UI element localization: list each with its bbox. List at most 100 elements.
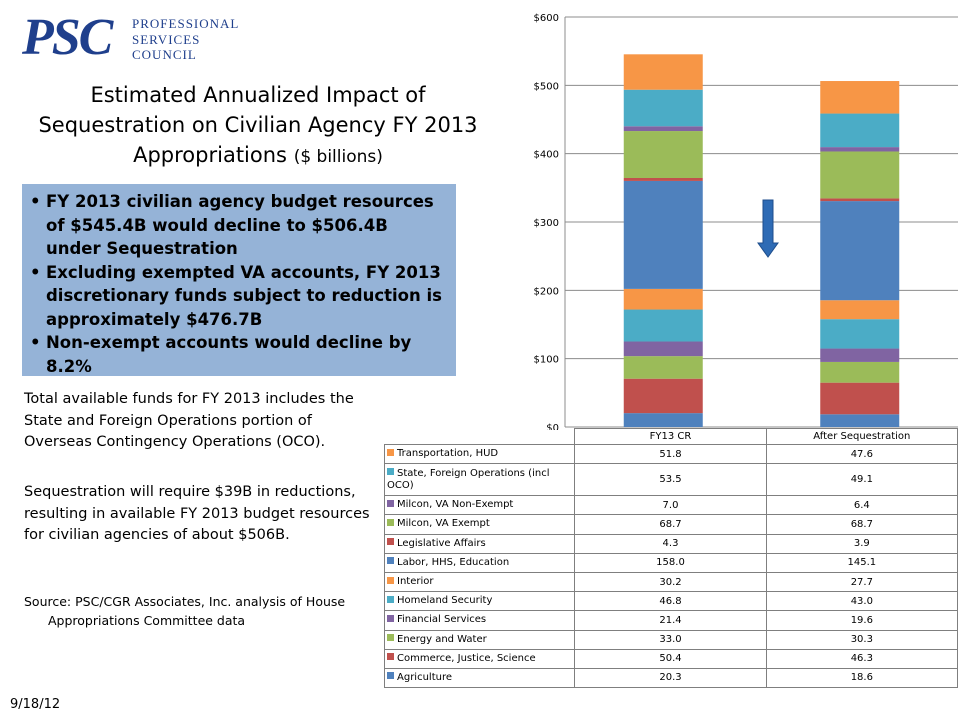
value-cell: 18.6 [765,667,959,689]
bar-segment [820,300,900,320]
series-name: Transportation, HUD [397,448,499,460]
bar-segment [820,147,900,152]
key-point: • FY 2013 civilian agency budget resource… [30,190,446,261]
series-name: Legislative Affairs [397,537,486,549]
bar-segment [623,126,703,132]
series-name: Financial Services [397,614,487,626]
series-label: Commerce, Justice, Science [383,648,576,669]
bar-segment [623,177,703,181]
table-header-row: FY13 CR After Sequestration [384,428,959,445]
value-cell: 43.0 [765,591,959,612]
bar-segment [820,151,900,199]
legend-swatch [387,448,394,456]
logo-word: COUNCIL [132,47,197,62]
value-cell: 53.5 [574,463,767,497]
value-cell: 7.0 [574,495,767,516]
legend-swatch [387,538,394,546]
series-name: Labor, HHS, Education [397,556,510,568]
legend-swatch [387,672,394,680]
series-label: Energy and Water [383,629,576,650]
bar-segment [820,361,900,383]
bar-segment [623,54,703,90]
table-row: Labor, HHS, Education 158.0 145.1 [383,552,959,573]
source-note: Source: PSC/CGR Associates, Inc. analysi… [24,592,364,630]
note-sequestration: Sequestration will require $39B in reduc… [24,484,370,543]
table-row: Transportation, HUD 51.8 47.6 [383,443,959,465]
table-row: Financial Services 21.4 19.6 [383,610,959,631]
legend-swatch [387,595,394,603]
bar-segment [623,89,703,127]
y-tick-label: $400 [534,150,559,161]
bar-segment [623,356,703,379]
bar-segment [623,180,703,289]
series-name: Agriculture [397,671,452,683]
y-tick-label: $500 [534,81,559,92]
bar-segment [623,131,703,178]
y-tick-label: $200 [534,286,559,297]
bar-segment [820,319,900,349]
value-cell: 49.1 [765,463,959,497]
value-cell: 68.7 [765,514,959,535]
bar-segment [820,348,900,362]
title-unit: ($ billions) [293,147,383,167]
key-points-box: • FY 2013 civilian agency budget resource… [22,184,456,376]
title-line-3: Appropriations [133,143,287,167]
logo-word: SERVICES [132,31,201,47]
source-line: Appropriations Committee data [48,613,246,628]
x-category-label: After Sequestration [765,428,959,445]
value-cell: 3.9 [765,533,959,554]
key-point: • Non-exempt accounts would decline by 8.… [30,331,446,378]
value-cell: 145.1 [765,552,959,573]
x-category-label: FY13 CR [574,428,767,445]
value-cell: 21.4 [574,610,767,631]
bar-segment [623,413,703,427]
logo-word: PROFESSIONAL [132,16,240,31]
series-label: Agriculture [383,667,576,689]
value-cell: 30.3 [765,629,959,650]
value-cell: 46.8 [574,591,767,612]
value-cell: 19.6 [765,610,959,631]
bar-segment [820,414,900,427]
bar-segment [820,113,900,148]
legend-swatch [387,557,394,565]
key-point-text: Non-exempt accounts would decline by 8.2… [46,333,412,376]
chart-data-table: FY13 CR After Sequestration Transportation… [383,428,959,689]
value-cell: 20.3 [574,667,767,689]
series-label: Homeland Security [383,591,576,612]
table-row: State, Foreign Operations (incl OCO) 53.5… [383,463,959,497]
series-name: State, Foreign Operations (incl OCO) [387,467,550,491]
title-line: Estimated Annualized Impact of [90,83,426,107]
bar-segment [623,288,703,310]
bullet-icon: • [30,192,41,211]
series-label: Interior [383,571,576,593]
series-label: Milcon, VA Non-Exempt [383,495,576,516]
series-name: Energy and Water [397,633,487,645]
value-cell: 30.2 [574,571,767,593]
legend-swatch [387,518,394,526]
value-cell: 46.3 [765,648,959,669]
series-label: Milcon, VA Exempt [383,514,576,535]
bar-segment [623,341,703,357]
bullet-icon: • [30,333,41,352]
legend-swatch [387,499,394,507]
legend-swatch [387,653,394,661]
value-cell: 6.4 [765,495,959,516]
table-row: Homeland Security 46.8 43.0 [383,591,959,612]
stacked-bar-chart: $0 $100 $200 $300 $400 $500 $600 [534,13,958,430]
y-tick-label: $100 [534,355,559,366]
legend-swatch [387,634,394,642]
series-label: Transportation, HUD [383,443,576,465]
series-name: Homeland Security [397,595,493,607]
bar-segment [623,378,703,414]
table-row: Milcon, VA Exempt 68.7 68.7 [383,514,959,535]
value-cell: 158.0 [574,552,767,573]
value-cell: 47.6 [765,443,959,465]
bar-segment [820,201,900,301]
y-tick-label: $0 [546,423,559,430]
bar-segment [820,81,900,114]
title-line: Sequestration on Civilian Agency FY 2013 [38,113,478,137]
value-cell: 50.4 [574,648,767,669]
series-name: Milcon, VA Non-Exempt [397,499,514,511]
series-name: Commerce, Justice, Science [397,652,536,664]
note-oco: Total available funds for FY 2013 includ… [24,391,354,450]
